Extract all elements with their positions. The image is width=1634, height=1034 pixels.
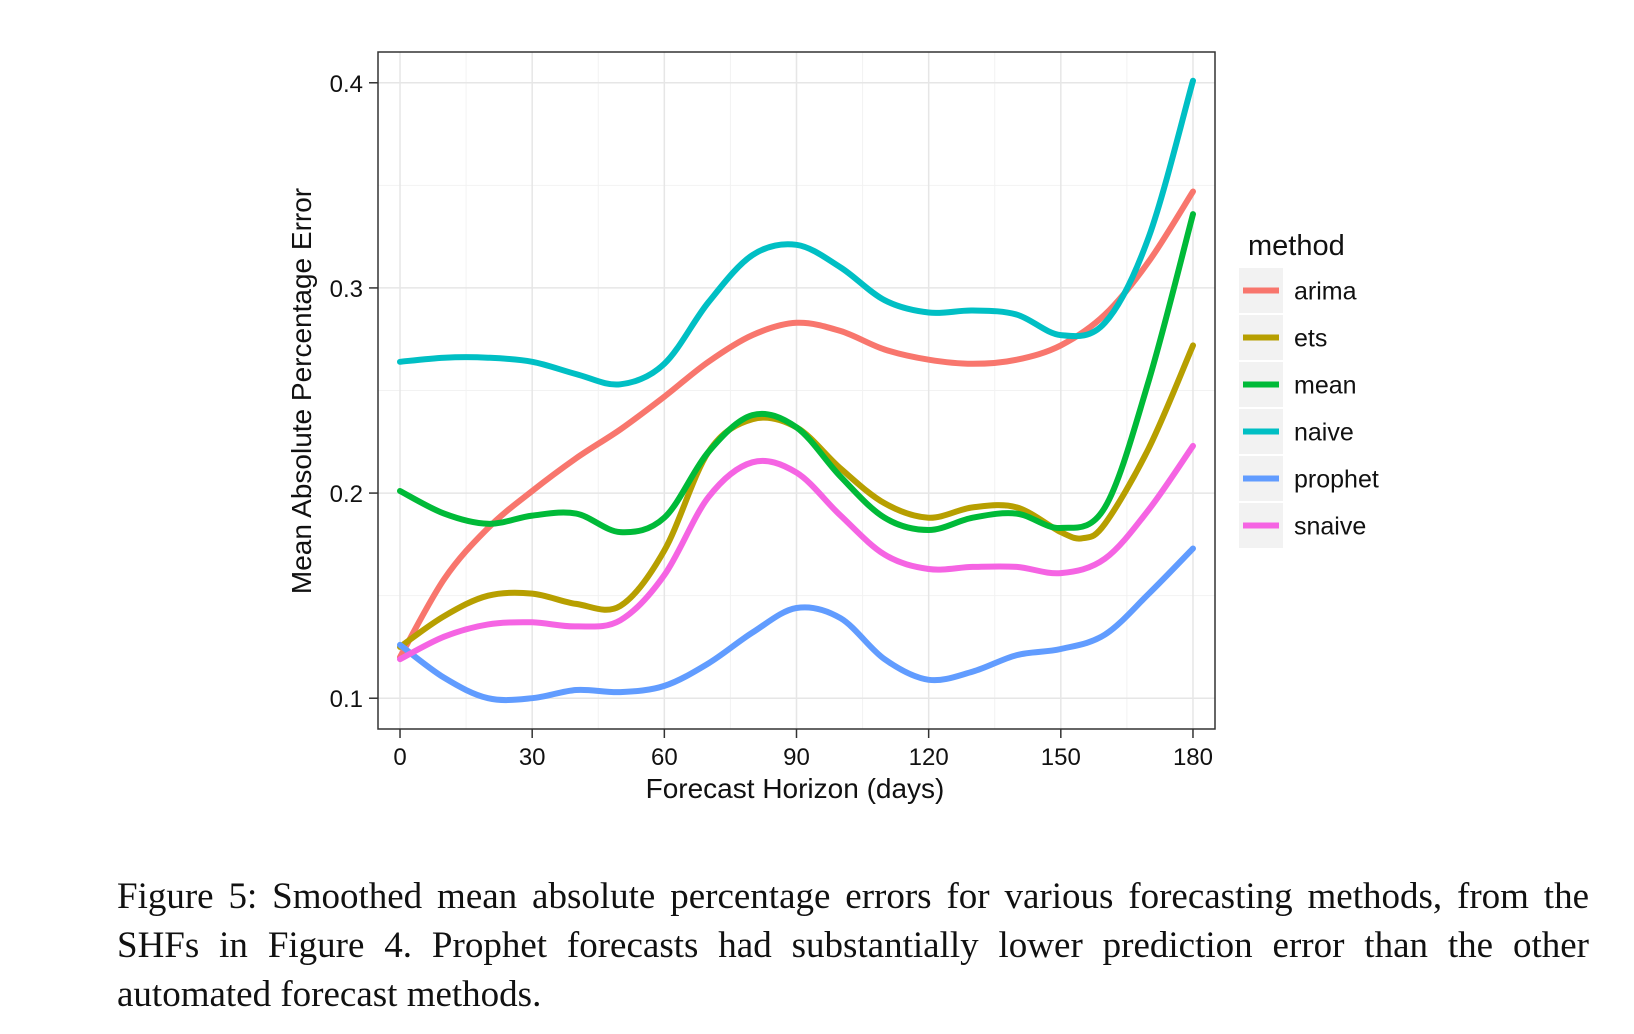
major-gridlines	[378, 52, 1215, 729]
legend-item-mean: mean	[1237, 360, 1357, 409]
legend-label: snaive	[1294, 513, 1366, 541]
legend: method arima ets mean naive prophet snaive	[1237, 230, 1379, 550]
x-tick-label: 30	[519, 744, 546, 771]
x-axis-title: Forecast Horizon (days)	[646, 773, 945, 804]
series-line-mean	[397, 211, 1196, 536]
legend-item-ets: ets	[1237, 313, 1327, 362]
legend-label: ets	[1294, 325, 1327, 353]
series-line-arima	[397, 188, 1196, 661]
series-line-prophet	[397, 545, 1196, 704]
x-tick-label: 60	[651, 744, 678, 771]
x-tick-label: 0	[393, 744, 406, 771]
legend-item-snaive: snaive	[1237, 501, 1366, 550]
x-tick-label: 90	[783, 744, 810, 771]
y-axis-title: Mean Absolute Percentage Error	[286, 188, 317, 594]
y-tick-labels: 0.1 0.2 0.3 0.4	[330, 71, 363, 713]
legend-item-naive: naive	[1237, 407, 1354, 456]
legend-label: arima	[1294, 278, 1357, 306]
x-tick-label: 180	[1173, 744, 1213, 771]
series-lines	[397, 77, 1196, 704]
legend-label: mean	[1294, 372, 1357, 400]
series-line-naive	[397, 77, 1196, 388]
y-tick-label: 0.3	[330, 276, 363, 303]
legend-item-arima: arima	[1237, 266, 1357, 315]
legend-label: naive	[1294, 419, 1354, 447]
legend-item-prophet: prophet	[1237, 454, 1379, 503]
figure-caption: Figure 5: Smoothed mean absolute percent…	[117, 876, 1589, 1015]
x-tick-label: 150	[1041, 744, 1081, 771]
series-line-snaive	[397, 442, 1196, 663]
y-tick-label: 0.4	[330, 71, 363, 98]
x-tick-label: 120	[909, 744, 949, 771]
y-tick-label: 0.2	[330, 481, 363, 508]
axis-ticks	[369, 82, 1194, 738]
y-tick-label: 0.1	[330, 686, 363, 713]
x-tick-labels: 0 30 60 90 120 150 180	[393, 744, 1213, 771]
legend-title: method	[1248, 230, 1345, 262]
legend-label: prophet	[1294, 466, 1379, 494]
legend-items: arima ets mean naive prophet snaive	[1237, 266, 1379, 550]
